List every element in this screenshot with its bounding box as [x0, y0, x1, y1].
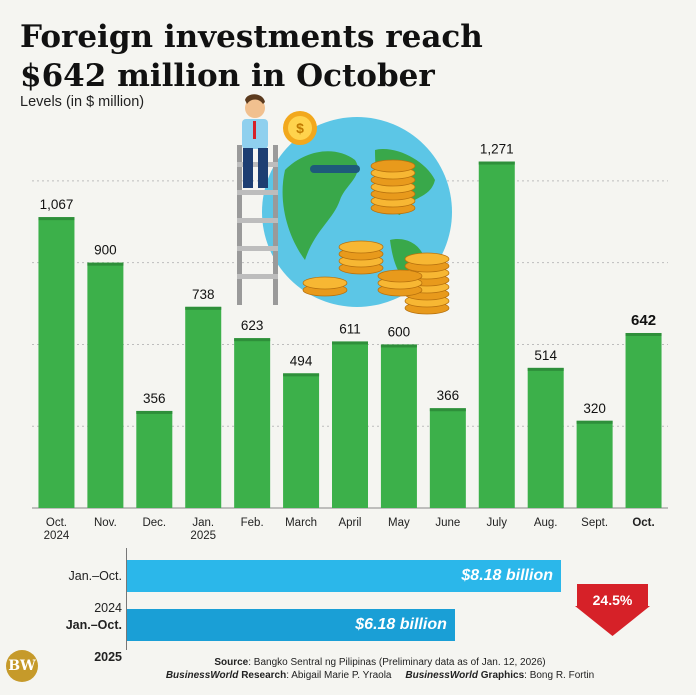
credits-line: BusinessWorld Research: Abigail Marie P.…: [120, 670, 640, 681]
bar-top-edge-8: [429, 408, 466, 412]
bar-top-edge-11: [576, 420, 613, 424]
graphics-label: Graphics: [478, 670, 525, 681]
category-label-9-0: July: [487, 517, 508, 529]
research-brand: BusinessWorld: [165, 670, 239, 681]
bar-top-edge-6: [332, 341, 368, 345]
value-label-1: 900: [94, 243, 117, 258]
research-label: Research: [238, 670, 287, 681]
comparison-value-2025: $6.18 billion: [355, 616, 447, 633]
category-label-1-0: Nov.: [94, 517, 117, 529]
comparison-value-2024: $8.18 billion: [461, 567, 553, 584]
comparison-row-2025: Jan.–Oct. 2025 $6.18 billion: [0, 609, 696, 664]
category-label-2-0: Dec.: [142, 517, 166, 529]
bar-12: [625, 332, 662, 508]
value-label-2: 356: [143, 391, 166, 406]
bars-group: [38, 161, 662, 508]
bar-3: [185, 306, 222, 508]
bar-0: [38, 217, 75, 508]
category-label-0-1: 2024: [44, 530, 70, 542]
comparison-label-2025: Jan.–Oct. 2025: [65, 618, 122, 664]
category-label-3-1: 2025: [190, 530, 216, 542]
title-line-1: Foreign investments reach: [20, 19, 483, 55]
graphics-brand: BusinessWorld: [405, 670, 478, 681]
bar-top-edge-3: [185, 306, 222, 310]
coin-4-2: [377, 269, 423, 283]
source-label: Source: [214, 657, 249, 668]
coin-2-3: [338, 240, 384, 254]
category-label-4-0: Feb.: [241, 517, 264, 529]
bar-top-edge-0: [38, 217, 75, 221]
bar-top-edge-4: [234, 338, 271, 342]
category-label-11-0: Sept.: [581, 517, 608, 529]
value-label-5: 494: [290, 353, 313, 368]
category-label-12-0: Oct.: [632, 517, 654, 529]
bar-1: [87, 262, 124, 508]
coin-stacks-icon: [302, 159, 450, 315]
value-label-0: 1,067: [40, 197, 74, 212]
comparison-row-2024: Jan.–Oct. 2024 $8.18 billion: [0, 560, 696, 615]
bar-top-edge-7: [380, 344, 417, 348]
bar-top-edge-12: [625, 332, 662, 336]
bar-top-edge-10: [527, 367, 564, 371]
value-label-3: 738: [192, 287, 215, 302]
bar-11: [576, 420, 613, 508]
businessworld-logo: BW: [6, 650, 38, 682]
graphics-name: : Bong R. Fortin: [524, 670, 595, 681]
ladder-icon: [237, 145, 278, 305]
value-label-12: 642: [631, 312, 656, 329]
value-label-11: 320: [583, 401, 606, 416]
bar-9: [478, 161, 515, 508]
comparison-label-2024: Jan.–Oct. 2024: [68, 569, 123, 615]
labels-group: 1,067Oct.2024900Nov.356Dec.738Jan.202562…: [40, 142, 656, 542]
investment-illustration: $: [237, 94, 452, 315]
value-label-7: 600: [388, 324, 411, 339]
category-label-10-0: Aug.: [534, 517, 558, 529]
bar-10: [527, 367, 564, 508]
category-label-3-0: Jan.: [192, 517, 214, 529]
bar-top-edge-1: [87, 262, 124, 266]
chart-subtitle: Levels (in $ million): [20, 94, 145, 110]
source-text: : Bangko Sentral ng Pilipinas (Prelimina…: [248, 657, 546, 668]
category-label-7-0: May: [388, 517, 410, 529]
bar-8: [429, 408, 466, 508]
value-label-10: 514: [534, 348, 557, 363]
bar-7: [380, 344, 417, 508]
value-label-6: 611: [339, 321, 361, 336]
bar-top-edge-2: [136, 410, 173, 414]
down-arrow-icon: [575, 584, 650, 636]
value-label-8: 366: [437, 388, 460, 403]
bar-2: [136, 410, 173, 508]
value-label-4: 623: [241, 318, 264, 333]
bar-top-edge-5: [283, 373, 320, 377]
value-label-9: 1,271: [480, 142, 514, 157]
coin-0-6: [370, 159, 416, 173]
decline-arrow-badge: 24.5%: [575, 584, 650, 636]
comparison-bar-2025: $6.18 billion: [127, 609, 455, 641]
bar-4: [234, 338, 271, 508]
research-name: : Abigail Marie P. Yraola: [286, 670, 392, 681]
coin-3-1: [302, 276, 348, 290]
category-label-5-0: March: [285, 517, 317, 529]
category-label-0-0: Oct.: [46, 517, 67, 529]
bar-chart: 1,067Oct.2024900Nov.356Dec.738Jan.202562…: [32, 142, 668, 542]
dollar-coin-icon: $: [283, 111, 317, 145]
comparison-axis-line: [126, 548, 127, 650]
bar-5: [283, 373, 320, 508]
svg-text:$: $: [296, 120, 304, 136]
coin-1-7: [404, 252, 450, 266]
bar-top-edge-9: [478, 161, 515, 165]
category-label-8-0: June: [435, 517, 460, 529]
comparison-bar-2024: $8.18 billion: [127, 560, 561, 592]
bar-6: [332, 341, 368, 508]
chart-title: Foreign investments reach $642 million i…: [20, 18, 640, 96]
decline-percent: 24.5%: [592, 592, 633, 608]
category-label-6-0: April: [338, 517, 361, 529]
source-line: Source: Bangko Sentral ng Pilipinas (Pre…: [120, 657, 640, 668]
title-line-2: $642 million in October: [20, 58, 435, 94]
investor-figure-icon: [242, 94, 268, 188]
